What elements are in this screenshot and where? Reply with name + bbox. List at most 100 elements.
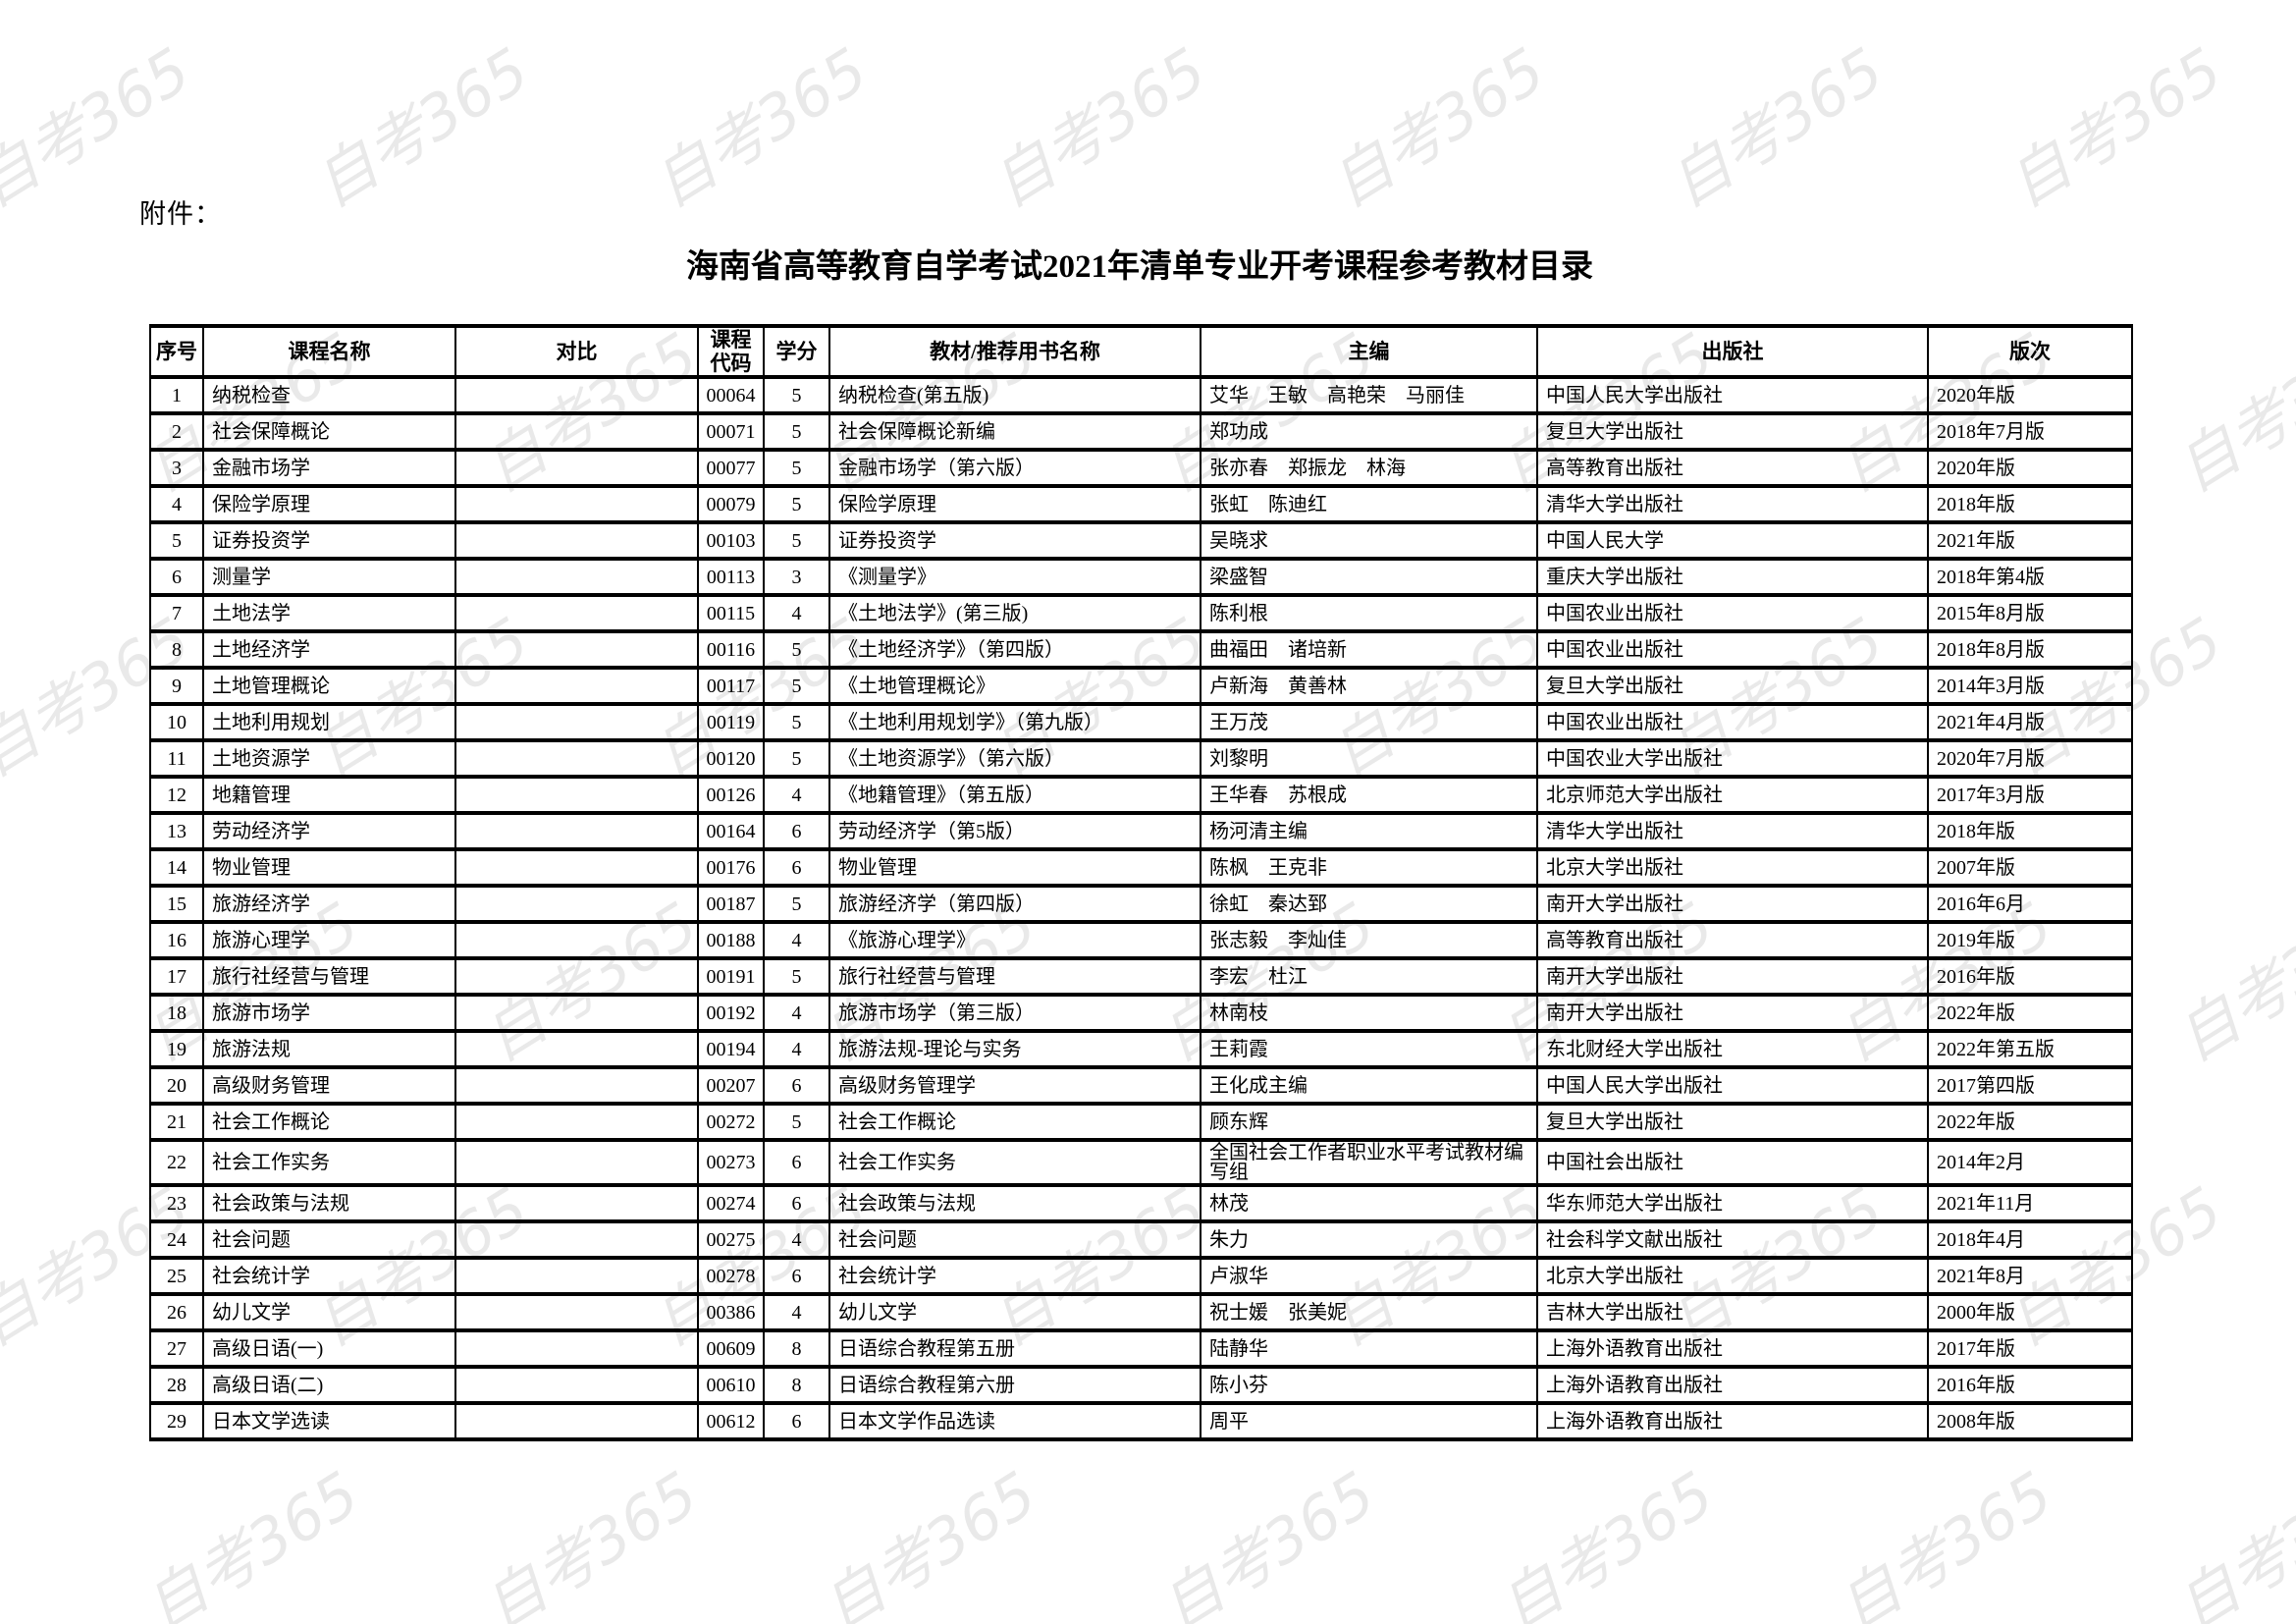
cell-editor: 林茂 [1200,1183,1538,1224]
cell-editor: 王莉霞 [1200,1029,1538,1070]
cell-index: 22 [149,1138,204,1188]
table-row: 6 测量学 00113 3 《测量学》 梁盛智 重庆大学出版社 2018年第4版 [149,557,2133,598]
cell-course-code: 00278 [697,1256,765,1297]
cell-course-code: 00207 [697,1065,765,1107]
cell-index: 23 [149,1183,204,1224]
cell-index: 16 [149,920,204,961]
cell-credits: 5 [763,448,830,489]
cell-edition: 2019年版 [1927,920,2133,961]
header-course-code: 课程 代码 [697,323,765,380]
cell-edition: 2018年版 [1927,484,2133,525]
cell-course-code: 00117 [697,666,765,707]
cell-credits: 6 [763,1256,830,1297]
header-editor: 主编 [1200,323,1538,380]
cell-index: 7 [149,593,204,634]
cell-course-name: 社会工作实务 [202,1138,456,1188]
cell-edition: 2021年8月 [1927,1256,2133,1297]
cell-course-name: 高级日语(一) [202,1328,456,1370]
cell-editor: 杨河清主编 [1200,811,1538,852]
cell-edition: 2016年6月 [1927,884,2133,925]
cell-comparison [454,1138,699,1188]
cell-course-code: 00103 [697,520,765,562]
cell-course-name: 社会统计学 [202,1256,456,1297]
cell-course-code: 00191 [697,956,765,998]
cell-textbook-name: 幼儿文学 [828,1292,1201,1333]
cell-course-code: 00115 [697,593,765,634]
table-row: 20 高级财务管理 00207 6 高级财务管理学 王化成主编 中国人民大学出版社 2017第… [149,1065,2133,1107]
cell-index: 24 [149,1219,204,1261]
cell-textbook-name: 《测量学》 [828,557,1201,598]
cell-edition: 2015年8月版 [1927,593,2133,634]
cell-comparison [454,520,699,562]
cell-textbook-name: 旅游市场学（第三版） [828,993,1201,1034]
cell-textbook-name: 旅游经济学（第四版） [828,884,1201,925]
cell-course-name: 社会保障概论 [202,411,456,453]
cell-textbook-name: 保险学原理 [828,484,1201,525]
cell-course-code: 00071 [697,411,765,453]
cell-publisher: 清华大学出版社 [1536,811,1929,852]
cell-credits: 6 [763,1401,830,1442]
watermark-text: 自考365 [300,33,542,221]
header-index: 序号 [149,323,204,380]
cell-edition: 2021年4月版 [1927,702,2133,743]
cell-publisher: 华东师范大学出版社 [1536,1183,1929,1224]
cell-credits: 8 [763,1328,830,1370]
cell-credits: 5 [763,956,830,998]
attachment-label: 附件： [139,199,222,229]
cell-textbook-name: 《土地资源学》（第六版） [828,738,1201,780]
cell-textbook-name: 《土地管理概论》 [828,666,1201,707]
cell-credits: 5 [763,884,830,925]
watermark-text: 自考365 [808,1457,1049,1624]
cell-comparison [454,702,699,743]
cell-publisher: 复旦大学出版社 [1536,1102,1929,1143]
cell-index: 4 [149,484,204,525]
course-table: 序号 课程名称 对比 课程 代码 学分 教材/推荐用书名称 主编 出版社 版次 … [149,323,2133,1442]
cell-publisher: 南开大学出版社 [1536,993,1929,1034]
cell-course-code: 00126 [697,775,765,816]
cell-index: 11 [149,738,204,780]
cell-editor: 艾华 王敏 高艳荣 马丽佳 [1200,375,1538,416]
cell-course-name: 证券投资学 [202,520,456,562]
cell-editor: 陈枫 王克非 [1200,847,1538,889]
cell-textbook-name: 日本文学作品选读 [828,1401,1201,1442]
cell-course-code: 00187 [697,884,765,925]
table-row: 9 土地管理概论 00117 5 《土地管理概论》 卢新海 黄善林 复旦大学出版社 2014年… [149,666,2133,707]
cell-index: 1 [149,375,204,416]
cell-publisher: 上海外语教育出版社 [1536,1365,1929,1406]
cell-comparison [454,666,699,707]
table-row: 23 社会政策与法规 00274 6 社会政策与法规 林茂 华东师范大学出版社 2021年11… [149,1183,2133,1224]
cell-index: 6 [149,557,204,598]
cell-editor: 刘黎明 [1200,738,1538,780]
cell-comparison [454,375,699,416]
cell-course-name: 旅行社经营与管理 [202,956,456,998]
cell-textbook-name: 旅行社经营与管理 [828,956,1201,998]
cell-credits: 4 [763,775,830,816]
cell-editor: 周平 [1200,1401,1538,1442]
cell-credits: 4 [763,920,830,961]
cell-editor: 陈小芬 [1200,1365,1538,1406]
watermark-text: 自考365 [1994,33,2235,221]
cell-index: 25 [149,1256,204,1297]
cell-publisher: 南开大学出版社 [1536,956,1929,998]
cell-comparison [454,956,699,998]
cell-publisher: 上海外语教育出版社 [1536,1401,1929,1442]
table-row: 13 劳动经济学 00164 6 劳动经济学（第5版） 杨河清主编 清华大学出版社 2018年… [149,811,2133,852]
table-row: 3 金融市场学 00077 5 金融市场学（第六版） 张亦春 郑振龙 林海 高等教育出版社 2… [149,448,2133,489]
header-comparison: 对比 [454,323,699,380]
cell-credits: 4 [763,593,830,634]
table-row: 18 旅游市场学 00192 4 旅游市场学（第三版） 林南枝 南开大学出版社 2022年版 [149,993,2133,1034]
cell-credits: 6 [763,1065,830,1107]
watermark-text: 自考365 [1824,1457,2065,1624]
cell-course-code: 00176 [697,847,765,889]
cell-edition: 2017年版 [1927,1328,2133,1370]
cell-course-name: 土地资源学 [202,738,456,780]
header-row: 序号 课程名称 对比 课程 代码 学分 教材/推荐用书名称 主编 出版社 版次 [149,323,2133,380]
cell-textbook-name: 《土地法学》(第三版) [828,593,1201,634]
cell-publisher: 中国农业大学出版社 [1536,738,1929,780]
cell-course-code: 00612 [697,1401,765,1442]
cell-course-code: 00194 [697,1029,765,1070]
cell-publisher: 中国人民大学出版社 [1536,375,1929,416]
cell-comparison [454,411,699,453]
cell-comparison [454,920,699,961]
table-row: 22 社会工作实务 00273 6 社会工作实务 全国社会工作者职业水平考试教材编写组 中国… [149,1138,2133,1188]
